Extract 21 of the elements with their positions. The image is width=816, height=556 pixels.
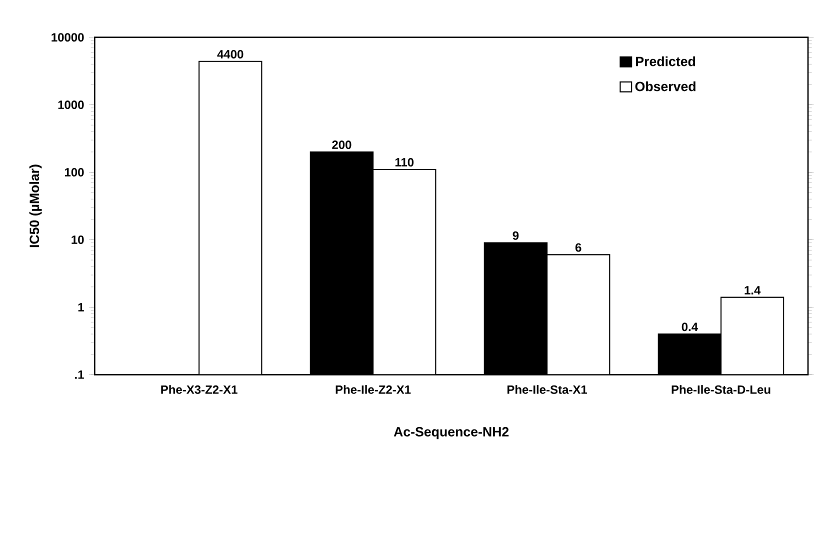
data-label: 0.4 <box>682 322 698 332</box>
y-tick-label: 10 <box>72 235 84 244</box>
y-tick-label: 100 <box>64 168 84 177</box>
x-tick-label: Phe-X3-Z2-X1 <box>161 385 238 394</box>
x-tick-label: Phe-Ile-Sta-D-Leu <box>672 385 770 394</box>
x-tick-label: Phe-Ile-Z2-X1 <box>336 385 411 394</box>
y-tick-label: .1 <box>75 370 84 379</box>
y-tick-label: 10000 <box>52 33 84 42</box>
legend-label: Predicted <box>636 56 696 66</box>
y-tick-label: 1 <box>78 303 84 312</box>
x-tick-label: Phe-Ile-Sta-X1 <box>507 385 588 394</box>
y-axis-title: IC50 (µMolar) <box>29 164 42 248</box>
data-label: 110 <box>395 158 414 167</box>
data-label: 1.4 <box>744 286 761 294</box>
legend-label: Observed <box>635 81 696 92</box>
data-label: 9 <box>512 231 519 240</box>
x-axis-title: Ac-Sequence-NH2 <box>394 427 509 440</box>
data-label: 4400 <box>217 50 244 58</box>
data-label: 6 <box>575 243 582 252</box>
y-tick-label: 1000 <box>58 100 84 110</box>
data-label: 200 <box>332 140 352 150</box>
